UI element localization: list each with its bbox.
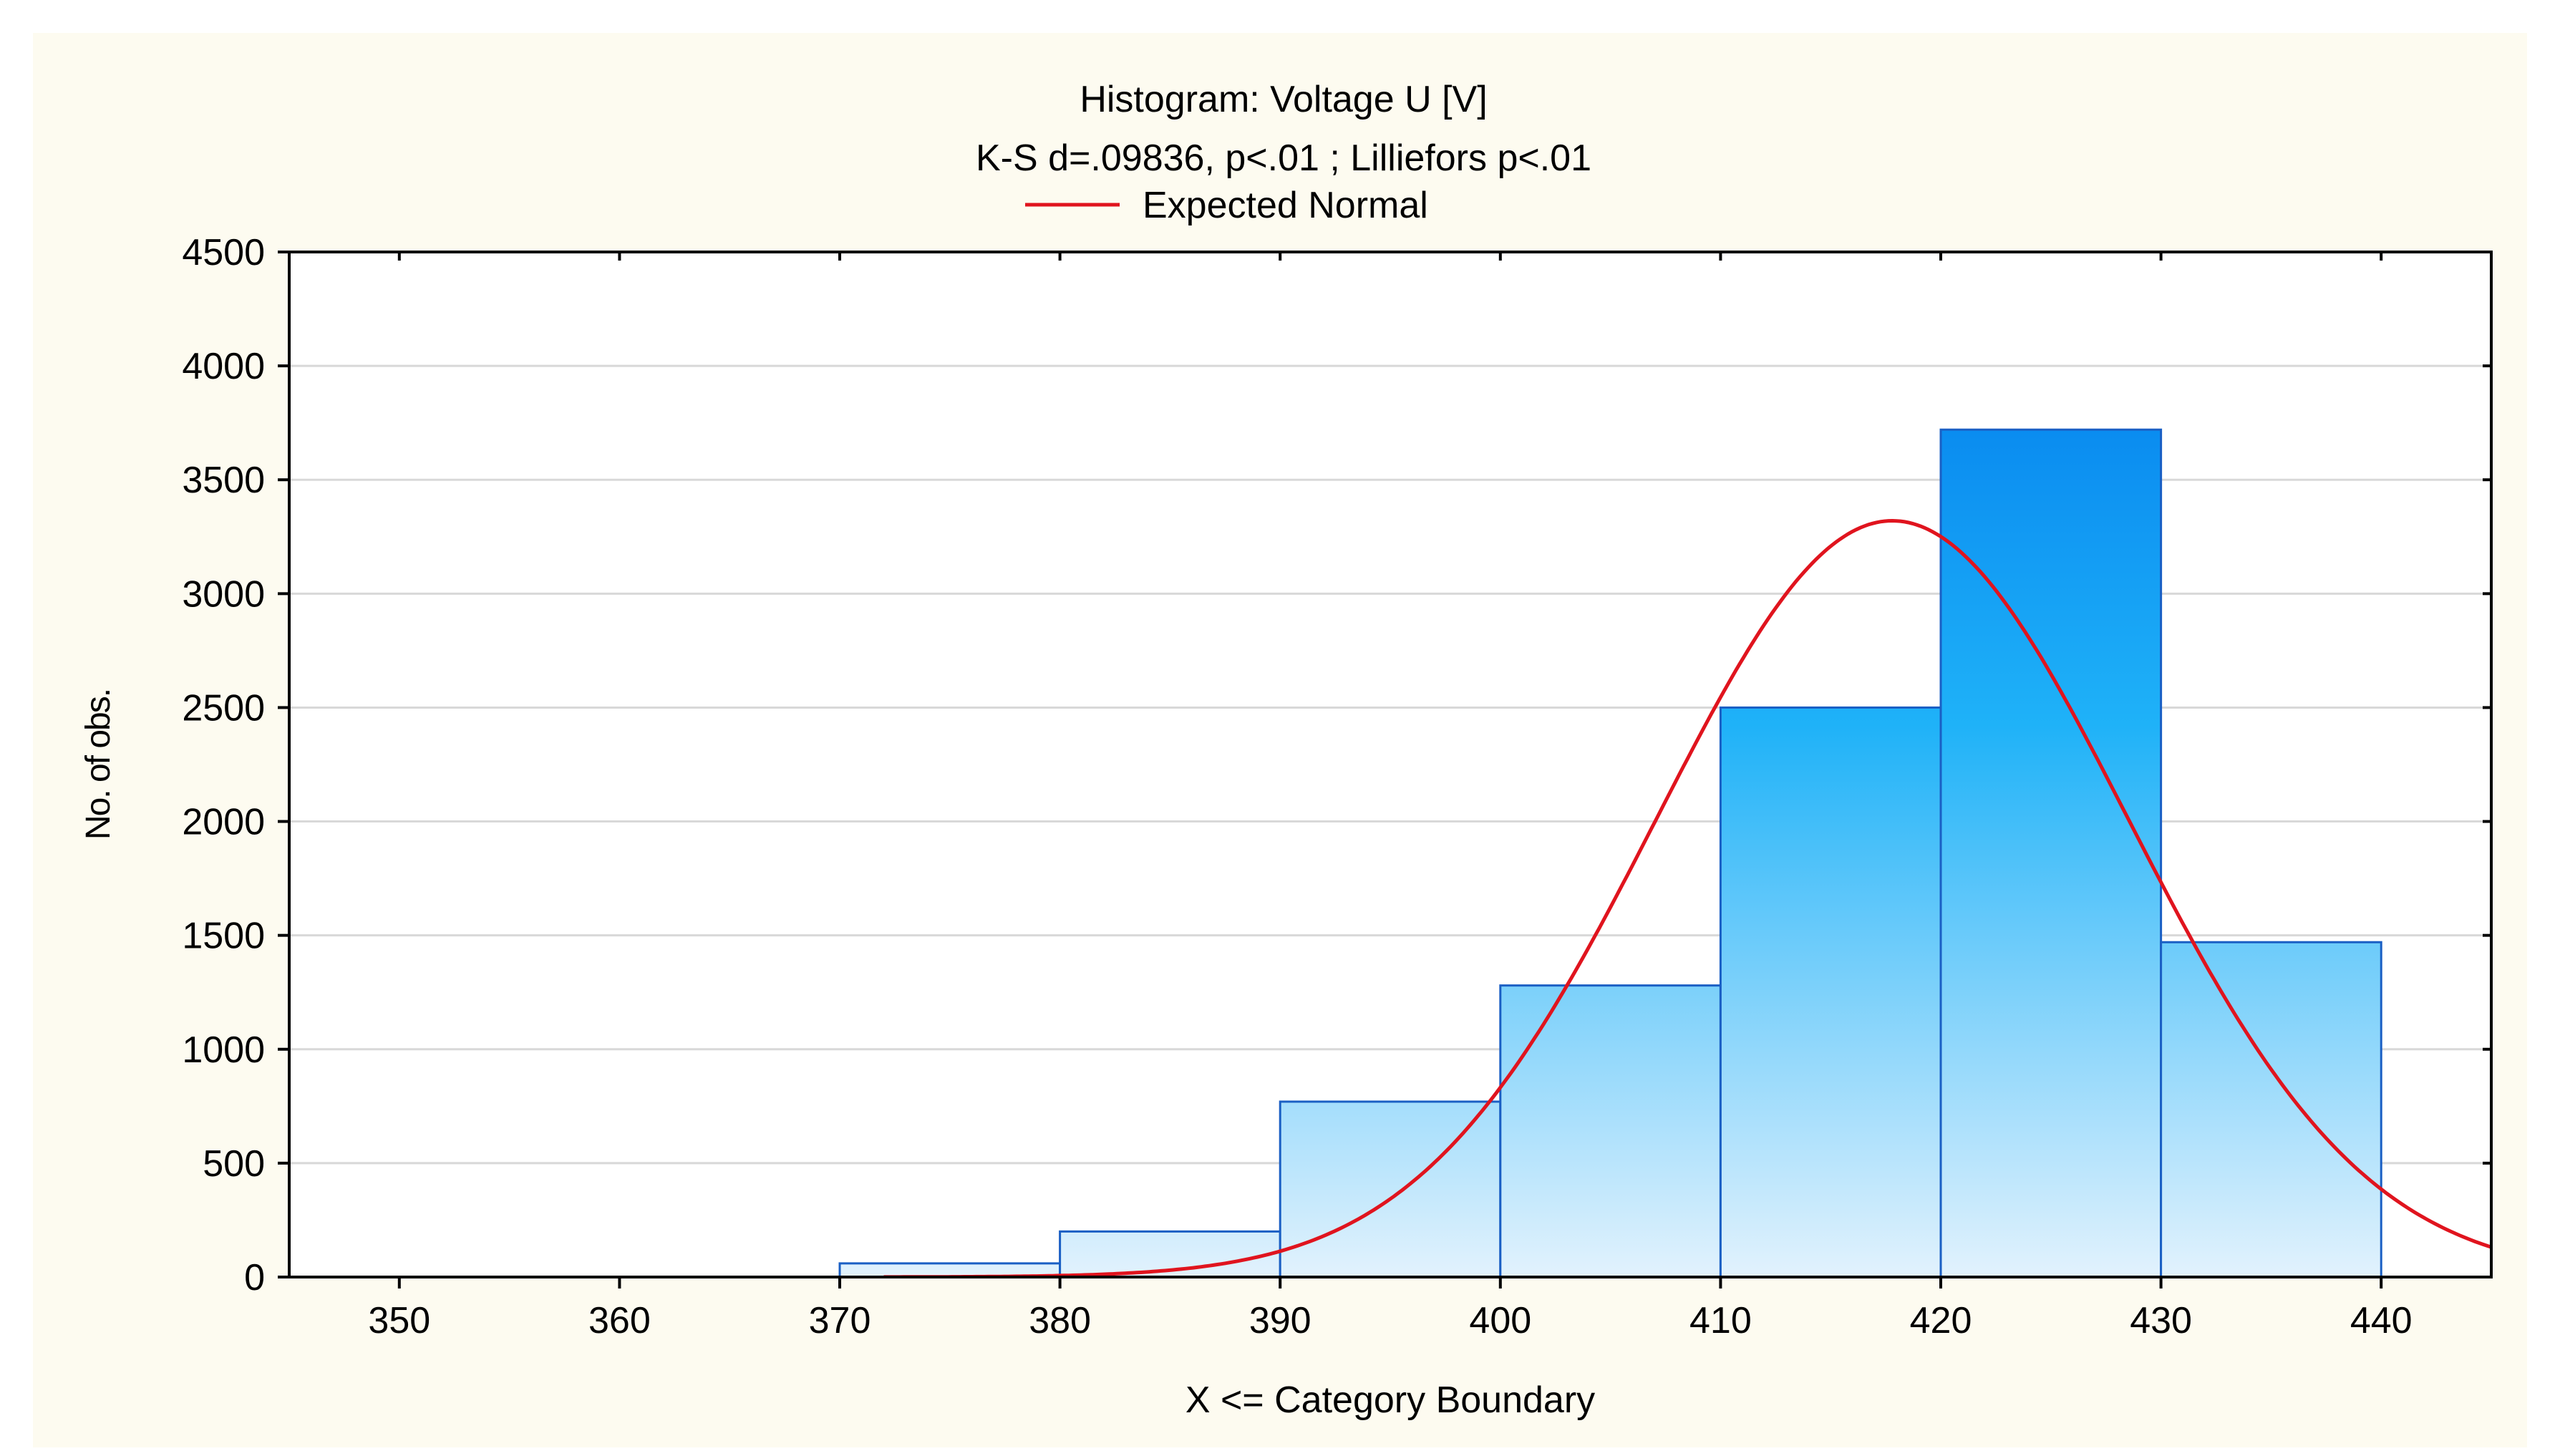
y-tick-label-3000: 3000 xyxy=(182,573,265,615)
y-tick-label-1500: 1500 xyxy=(182,916,265,957)
y-tick-label-1000: 1000 xyxy=(182,1029,265,1071)
x-tick-label-380: 380 xyxy=(1029,1300,1091,1341)
x-axis-label: X <= Category Boundary xyxy=(1186,1379,1595,1421)
legend-label-expected-normal: Expected Normal xyxy=(1143,185,1428,226)
chart-frame: Histogram: Voltage U [V] K-S d=.09836, p… xyxy=(33,33,2527,1447)
x-tick-label-430: 430 xyxy=(2130,1300,2192,1341)
bar-430-440 xyxy=(2160,941,2382,1278)
x-tick-label-410: 410 xyxy=(1689,1300,1752,1341)
legend: Expected Normal xyxy=(1025,185,1428,226)
histogram-chart: Histogram: Voltage U [V] K-S d=.09836, p… xyxy=(79,79,2493,1421)
y-tick-label-0: 0 xyxy=(244,1257,265,1299)
y-axis-label: No. of obs. xyxy=(79,689,117,840)
y-tick-label-3500: 3500 xyxy=(182,460,265,501)
y-tick-label-4000: 4000 xyxy=(182,346,265,387)
y-tick-label-4500: 4500 xyxy=(182,232,265,273)
x-tick-label-370: 370 xyxy=(809,1300,871,1341)
y-tick-label-500: 500 xyxy=(203,1143,265,1185)
chart-subtitle: K-S d=.09836, p<.01 ; Lilliefors p<.01 xyxy=(976,137,1591,179)
x-tick-label-420: 420 xyxy=(1910,1300,1972,1341)
y-tick-label-2500: 2500 xyxy=(182,687,265,729)
x-tick-label-360: 360 xyxy=(588,1300,651,1341)
bar-420-430 xyxy=(1939,428,2163,1278)
expected-normal-curve xyxy=(883,518,2491,1277)
x-tick-label-440: 440 xyxy=(2350,1300,2413,1341)
x-tick-label-400: 400 xyxy=(1469,1300,1531,1341)
bar-400-410 xyxy=(1499,984,1722,1278)
plot-border xyxy=(288,251,2493,1278)
y-axis: 0 500 1000 1500 2000 2500 3000 3500 4000 4500 xyxy=(182,232,2491,1299)
bar-410-420 xyxy=(1719,706,1942,1278)
y-tick-label-2000: 2000 xyxy=(182,802,265,843)
x-tick-label-390: 390 xyxy=(1249,1300,1311,1341)
histogram-bars xyxy=(838,428,2382,1278)
chart-title: Histogram: Voltage U [V] xyxy=(1080,79,1487,120)
x-tick-label-350: 350 xyxy=(368,1300,430,1341)
x-axis: 350 360 370 380 390 400 410 420 430 440 xyxy=(368,252,2413,1341)
